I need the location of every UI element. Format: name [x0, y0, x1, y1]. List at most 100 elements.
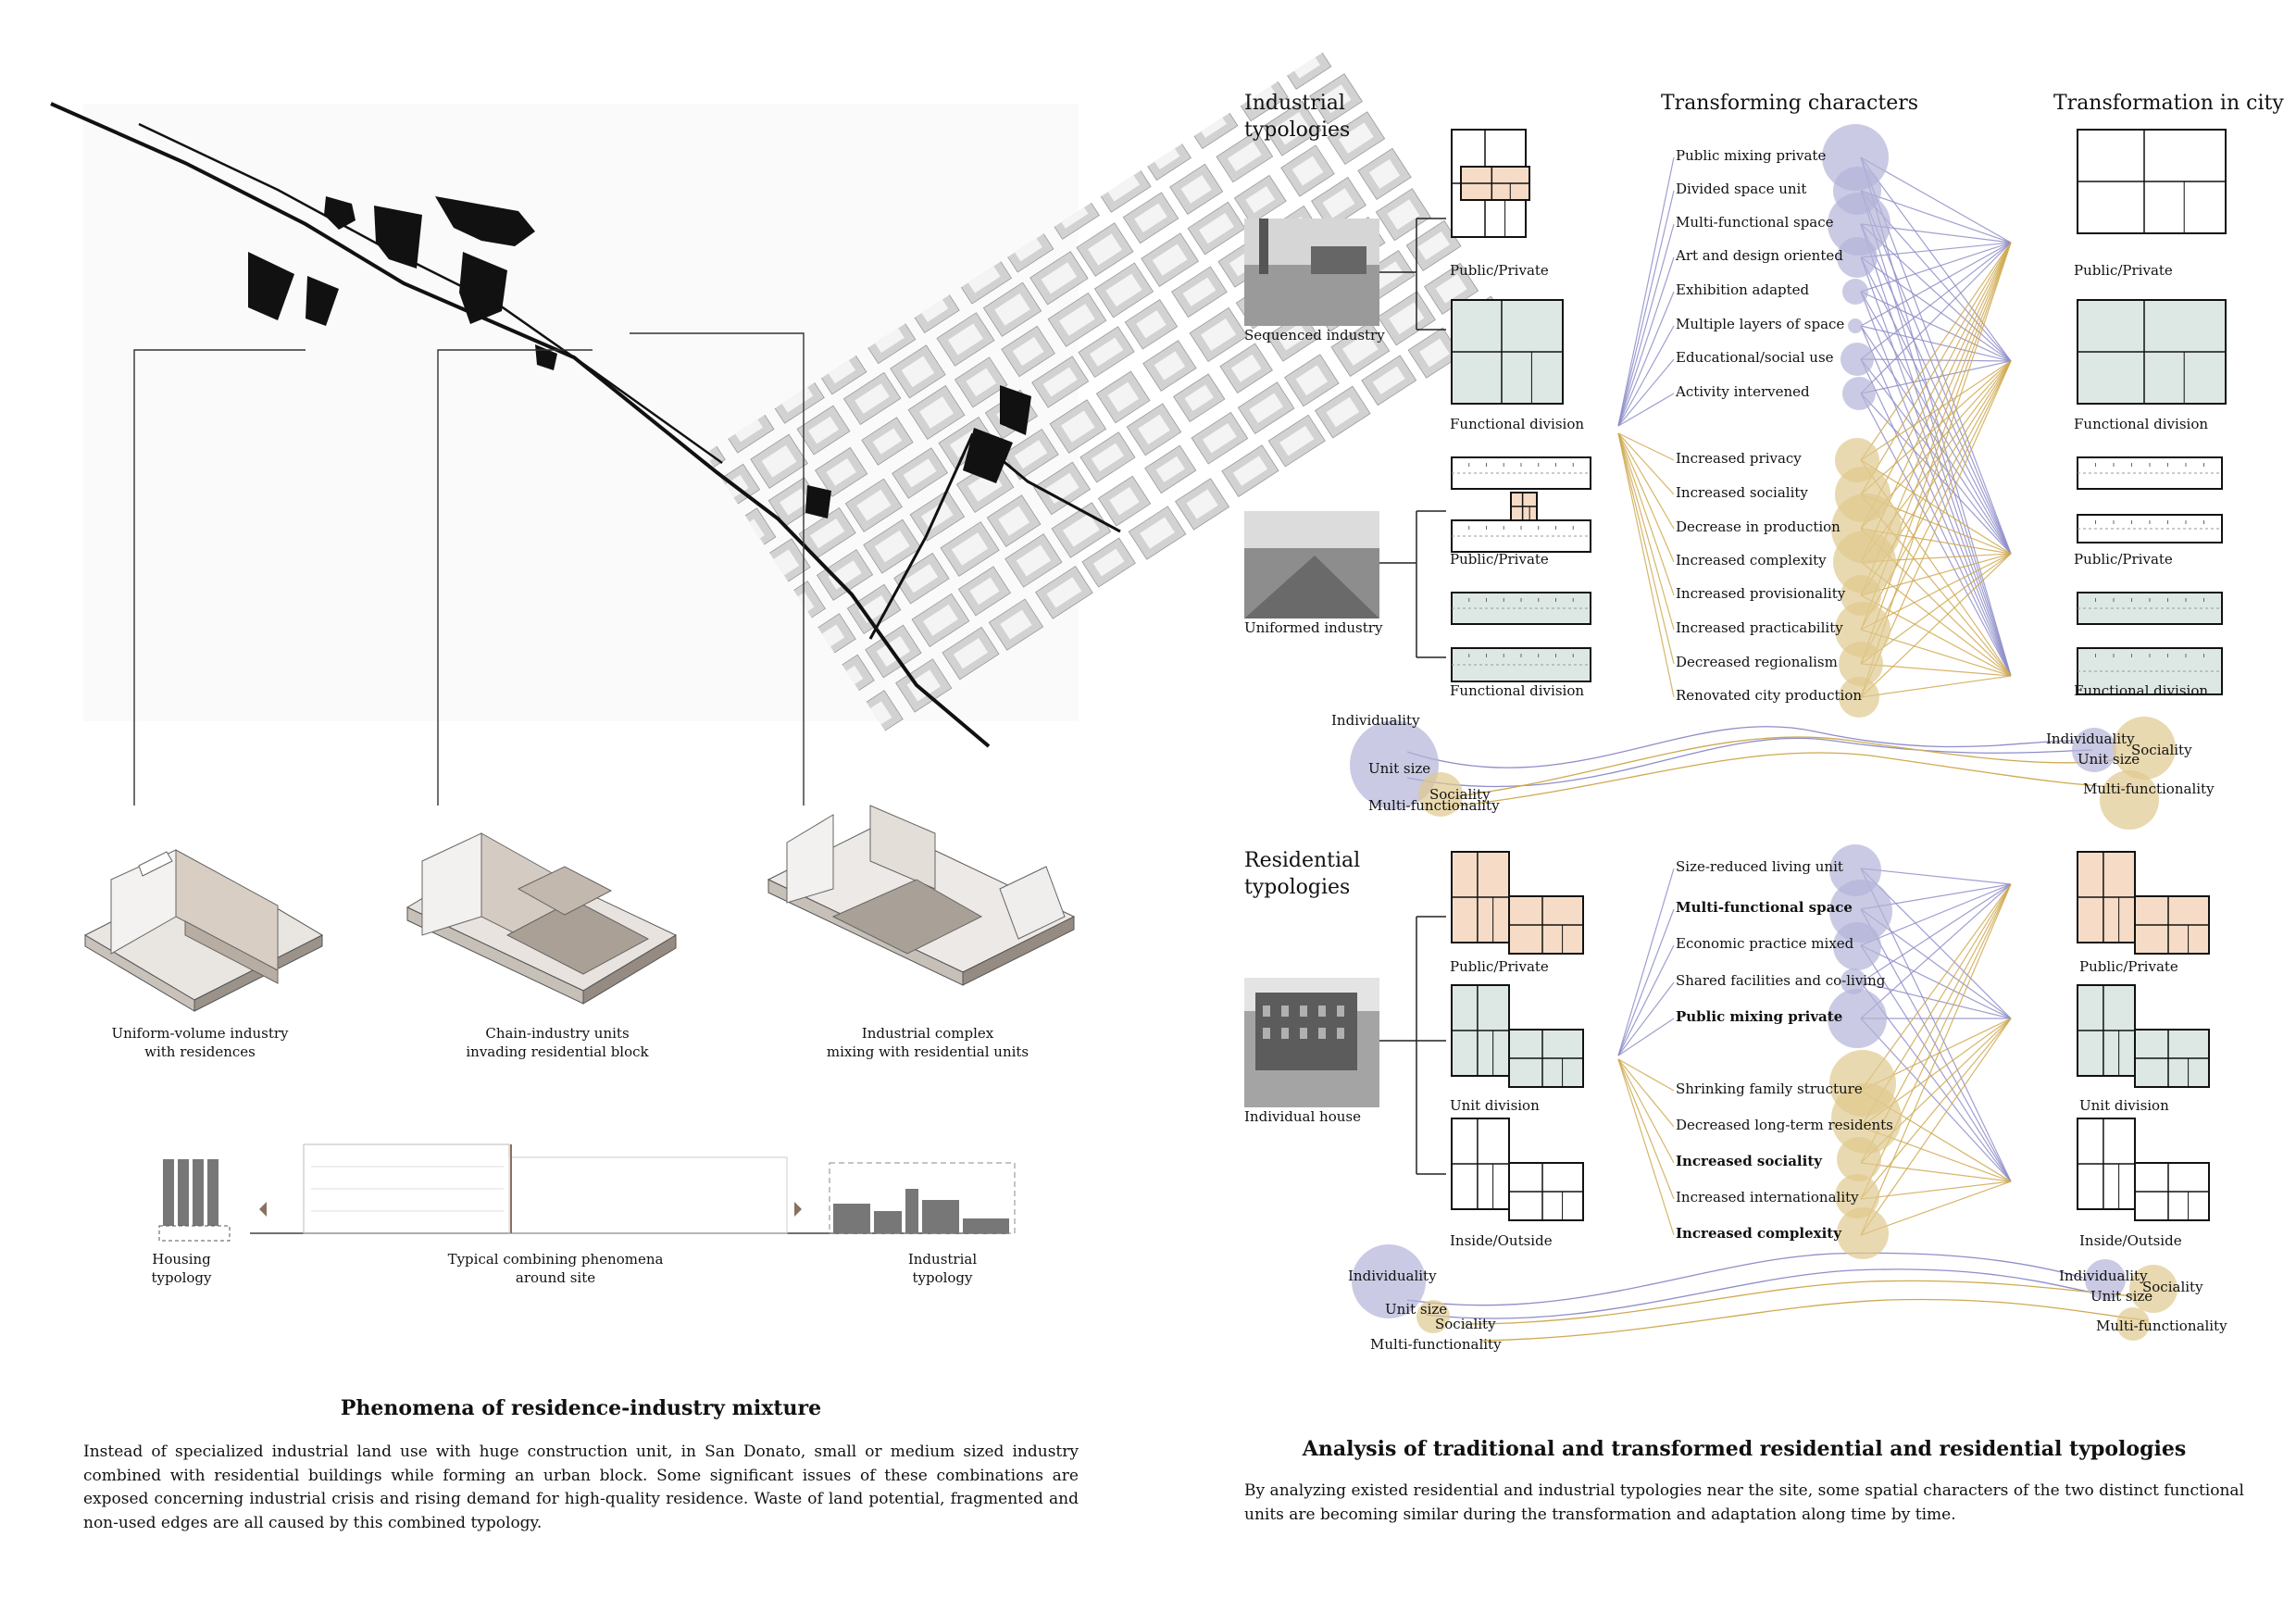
- legend-multi-functionality: Multi-functionality: [2096, 1318, 2227, 1334]
- block-courtyard: [1417, 231, 1451, 260]
- legend-unit-size: Unit size: [2090, 1288, 2153, 1305]
- header-industrial-typologies: Industrial typologies: [1244, 92, 1351, 142]
- urban-block: [473, 723, 525, 772]
- connection-line: [1617, 156, 1675, 427]
- connection-line: [1860, 291, 2012, 362]
- urban-block: [555, 31, 613, 84]
- block-courtyard: [567, 42, 602, 74]
- block-courtyard: [364, 969, 396, 998]
- block-courtyard: [736, 727, 769, 757]
- block-courtyard: [314, 790, 347, 821]
- urban-block: [949, 42, 1004, 94]
- urban-block: [1183, 0, 1242, 47]
- connection-line: [1617, 1058, 1675, 1128]
- block-courtyard: [1012, 336, 1044, 367]
- connection-line: [1860, 981, 2012, 1019]
- city-label-ind-2: Functional division: [2074, 416, 2209, 432]
- urban-block: [538, 734, 590, 783]
- block-courtyard: [1202, 423, 1237, 454]
- block-courtyard: [79, 836, 112, 866]
- block-courtyard: [113, 1081, 145, 1111]
- block-courtyard: [1320, 84, 1352, 114]
- block-courtyard: [1387, 199, 1420, 231]
- block-courtyard: [31, 763, 62, 793]
- urban-block: [900, 0, 955, 19]
- block-courtyard: [818, 36, 855, 69]
- legend-sociality: Sociality: [2131, 742, 2192, 758]
- res-character-label: Economic practice mixed: [1676, 935, 1854, 952]
- connection-line: [1860, 256, 2012, 677]
- character-bubbles: [1350, 124, 2177, 1341]
- connection-line: [1860, 223, 2012, 555]
- floor-plan: [1508, 1029, 1584, 1088]
- urban-block: [789, 0, 844, 38]
- character-bubble: [1831, 1083, 1902, 1154]
- urban-block: [708, 777, 769, 834]
- urban-block: [758, 0, 815, 4]
- block-courtyard: [301, 1065, 330, 1091]
- block-courtyard: [989, 0, 1026, 10]
- right-paragraph: By analyzing existed residential and ind…: [1244, 1481, 2244, 1524]
- header-transforming-characters: Transforming characters: [1661, 92, 1919, 115]
- block-courtyard: [1014, 440, 1048, 469]
- band-curve: [1462, 1280, 2140, 1325]
- left-paragraph: Instead of specialized industrial land u…: [83, 1443, 1079, 1532]
- plan-label-ind-1: Public/Private: [1450, 262, 1549, 279]
- block-courtyard: [1274, 111, 1310, 145]
- connection-line: [1860, 883, 2012, 946]
- connection-line: [1617, 944, 1675, 1056]
- block-courtyard: [801, 0, 832, 26]
- axon-complex: [767, 805, 1076, 986]
- block-courtyard: [29, 656, 62, 685]
- connection-line: [1860, 360, 2012, 665]
- connection-line: [1617, 358, 1675, 427]
- block-courtyard: [318, 998, 353, 1031]
- block-courtyard: [723, 0, 755, 23]
- block-courtyard: [1245, 186, 1276, 214]
- focus-frames: [133, 332, 805, 806]
- block-courtyard: [626, 747, 657, 777]
- block-courtyard: [0, 478, 13, 509]
- floor-plan: [1510, 492, 1538, 521]
- block-courtyard: [579, 777, 611, 806]
- block-courtyard: [1083, 24, 1117, 53]
- city-label-res-3: Inside/Outside: [2079, 1232, 2182, 1249]
- floor-plan: [2077, 456, 2223, 490]
- block-courtyard: [297, 854, 329, 882]
- urban-block: [836, 0, 889, 7]
- axon-caption-uniform: Uniform-volume industry with residences: [111, 1025, 289, 1061]
- block-courtyard: [870, 321, 905, 353]
- urban-block: [802, 718, 861, 773]
- urban-block: [337, 1022, 392, 1073]
- plan-label-ind-3: Public/Private: [1450, 551, 1549, 568]
- block-courtyard: [1195, 4, 1230, 36]
- floor-plan: [1451, 647, 1591, 682]
- block-courtyard: [1272, 7, 1308, 40]
- floor-plan: [1508, 895, 1584, 955]
- section-label-industrial: Industrial typology: [907, 1251, 978, 1287]
- urban-block: [854, 0, 910, 47]
- character-bubble: [1835, 602, 1890, 657]
- connection-line: [1617, 432, 1675, 563]
- urban-block: [380, 781, 437, 835]
- urban-block: [1026, 42, 1086, 97]
- block-courtyard: [0, 895, 23, 930]
- block-courtyard: [1054, 0, 1088, 22]
- urban-block: [14, 436, 69, 486]
- urban-block: [0, 846, 8, 894]
- block-courtyard: [1326, 396, 1360, 428]
- urban-block: [430, 962, 482, 1012]
- connection-line: [1860, 256, 2012, 555]
- plan-label-res-2: Unit division: [1450, 1097, 1540, 1114]
- character-bubble: [1350, 720, 1439, 809]
- block-courtyard: [25, 446, 57, 475]
- urban-block: [333, 811, 390, 863]
- block-courtyard: [1242, 0, 1273, 4]
- urban-block: [0, 364, 18, 413]
- urban-block: [506, 0, 558, 7]
- block-courtyard: [489, 41, 520, 70]
- block-courtyard: [780, 488, 810, 516]
- urban-block: [303, 780, 358, 832]
- block-courtyard: [425, 30, 457, 59]
